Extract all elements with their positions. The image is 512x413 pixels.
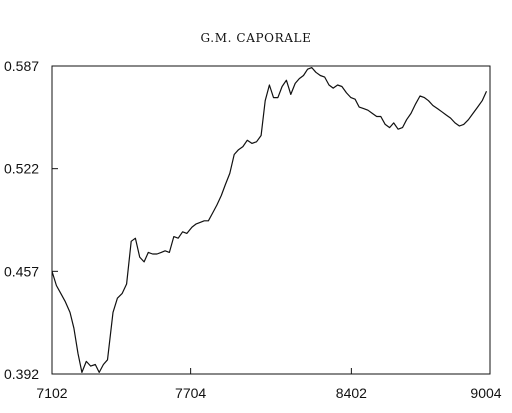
y-tick-label: 0.392: [4, 366, 39, 382]
page-header-text: G.M. CAPORALE: [200, 31, 312, 45]
tick-marks: [51, 65, 491, 375]
y-tick-label: 0.587: [4, 58, 39, 74]
x-tick-label: 7102: [36, 385, 67, 401]
x-tick-label: 8402: [336, 385, 367, 401]
x-tick-label: 7704: [175, 385, 206, 401]
x-tick-label: 9004: [470, 385, 501, 401]
tick-labels: 7102 7704 8402 9004 0.587 0.522 0.457 0.392: [4, 58, 502, 401]
y-tick-label: 0.522: [4, 161, 39, 177]
series-line: [51, 67, 488, 373]
plot-frame: [51, 65, 491, 375]
y-tick-label: 0.457: [4, 263, 39, 279]
